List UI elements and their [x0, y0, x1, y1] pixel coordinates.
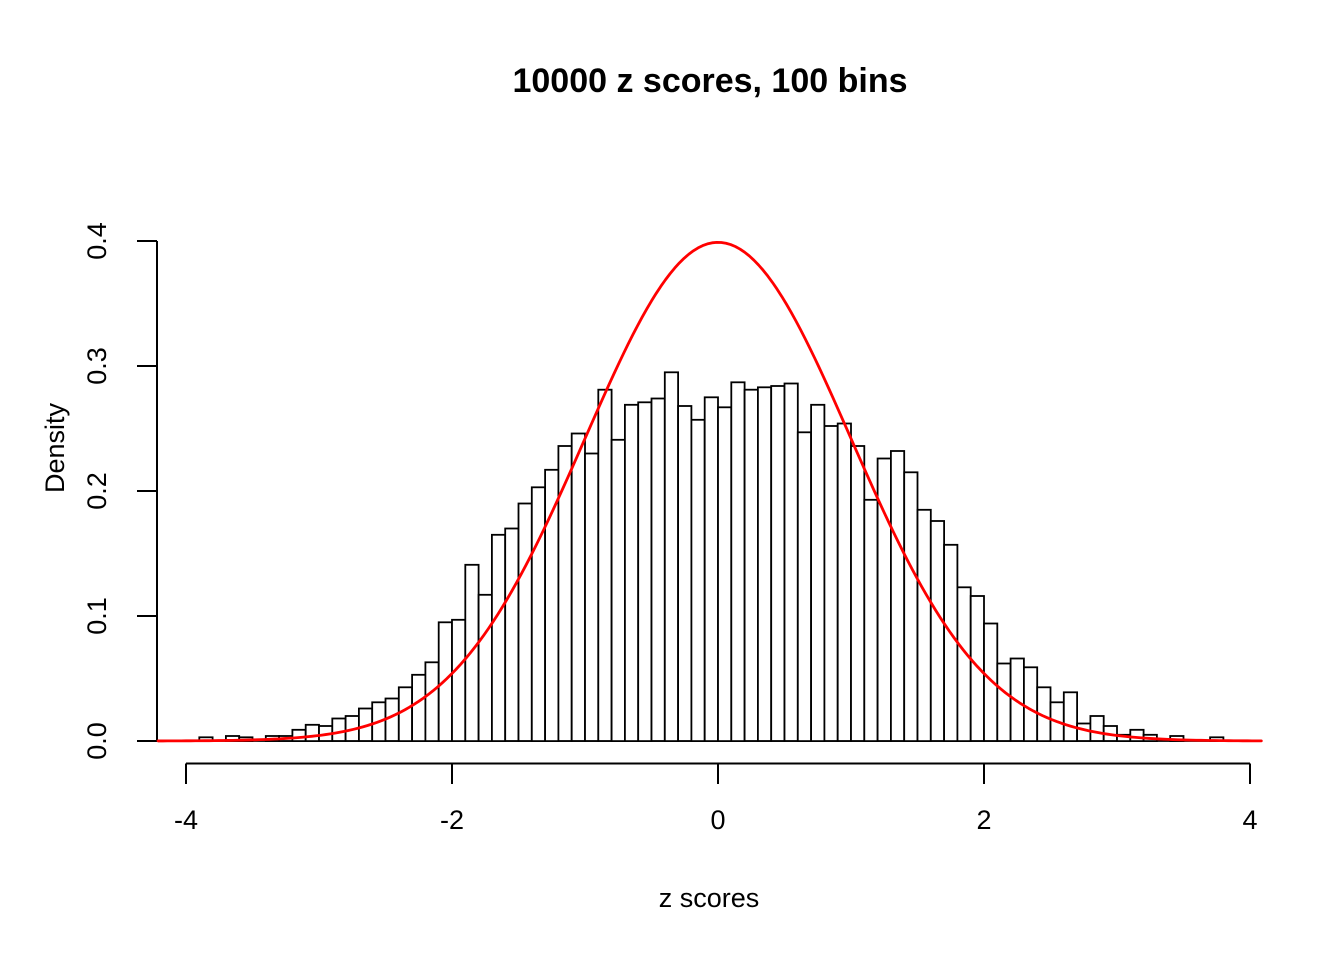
histogram-bar	[637, 401, 653, 742]
histogram-bar	[584, 452, 600, 742]
histogram-bar	[624, 403, 640, 742]
histogram-bar	[916, 508, 932, 742]
histogram-bar	[304, 723, 320, 742]
histogram-bar	[331, 717, 347, 742]
histogram-bar	[783, 382, 799, 742]
histogram-bar	[890, 450, 906, 742]
histogram-bar	[770, 385, 786, 742]
histogram-bar	[477, 593, 493, 742]
y-tick-label: 0.4	[82, 222, 112, 260]
histogram-bar	[943, 543, 959, 742]
chart-title: 10000 z scores, 100 bins	[512, 62, 907, 100]
histogram-bar	[1062, 691, 1079, 742]
histogram-bar	[557, 445, 573, 742]
histogram-bar	[663, 371, 679, 742]
histogram-bar	[703, 396, 719, 742]
x-tick-label: 4	[1242, 805, 1257, 835]
histogram-bar	[397, 686, 413, 742]
histogram-bar	[903, 471, 919, 742]
histogram-bar	[490, 533, 507, 742]
histogram-bar	[610, 438, 626, 742]
histogram-bar	[757, 386, 773, 742]
histogram-bar	[996, 662, 1012, 742]
histogram-bar	[517, 502, 533, 742]
histogram-bar	[690, 418, 706, 742]
histogram-bar	[451, 618, 467, 742]
histogram-bar	[411, 673, 427, 742]
histogram-bar	[597, 388, 613, 742]
histogram-bar	[983, 622, 999, 742]
histogram-bar	[929, 520, 945, 742]
histogram-bar	[424, 661, 440, 742]
normal-curve	[156, 240, 1263, 743]
x-tick-label: 2	[976, 805, 991, 835]
histogram-bar	[650, 397, 666, 742]
histogram-bar	[530, 486, 546, 742]
x-tick-label: 0	[710, 805, 725, 835]
histogram-bar	[1023, 666, 1039, 742]
histogram-bar	[1089, 715, 1105, 742]
histogram-bar	[570, 432, 586, 742]
histogram-bar	[850, 445, 866, 742]
histogram-bar	[836, 422, 852, 742]
histogram-bar	[743, 388, 759, 742]
y-tick-label: 0.2	[82, 472, 112, 510]
x-axis-label: z scores	[659, 883, 760, 913]
x-tick-label: -4	[174, 805, 198, 835]
histogram-bar	[717, 406, 733, 742]
x-tick-label: -2	[440, 805, 464, 835]
histogram-bar	[677, 405, 693, 742]
histogram-bar	[1129, 728, 1145, 742]
y-tick-label: 0.3	[82, 347, 112, 385]
histogram-bar	[823, 425, 839, 742]
histogram-bar	[730, 381, 746, 742]
histogram-bar	[956, 586, 972, 742]
histogram-bar	[504, 527, 520, 742]
y-axis-label: Density	[40, 402, 70, 493]
y-tick-label: 0.0	[82, 722, 112, 760]
histogram-bar	[796, 431, 812, 742]
histogram-bar	[863, 498, 879, 742]
histogram-bar	[810, 403, 826, 742]
histogram-bars	[198, 371, 1225, 742]
histogram-bar	[1076, 722, 1092, 742]
y-tick-label: 0.1	[82, 597, 112, 635]
histogram-bar	[291, 728, 307, 742]
